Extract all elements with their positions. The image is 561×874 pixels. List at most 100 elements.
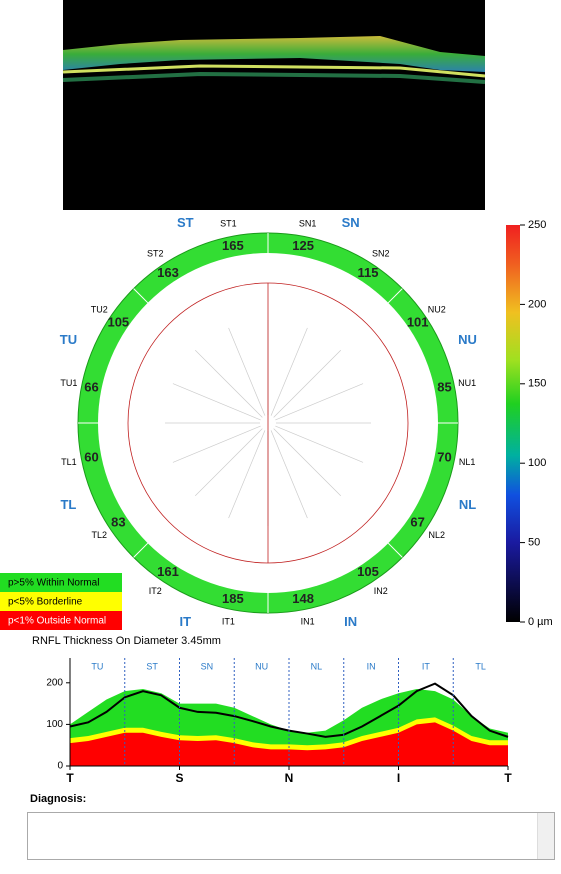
ring-spoke	[307, 518, 332, 577]
sector-label: SN1	[299, 218, 317, 228]
outer-spoke	[387, 542, 403, 558]
sector-value: 60	[84, 450, 98, 465]
ring-gap	[98, 253, 438, 593]
x-tick-label: T	[66, 771, 74, 785]
sector-value: 148	[292, 591, 314, 606]
band-area	[70, 717, 508, 766]
sector-value: 185	[222, 591, 244, 606]
colorbar-label: 0 µm	[528, 616, 553, 628]
sector-label: TU	[91, 661, 103, 671]
quadrant-label: ST	[177, 215, 194, 230]
colorbar	[506, 225, 520, 622]
sector-label: NU2	[428, 305, 446, 315]
center-spoke	[270, 430, 308, 519]
sector-value: 115	[358, 265, 379, 280]
red-circle	[127, 282, 409, 564]
sector-label: IT2	[149, 586, 162, 596]
sector-value: 66	[84, 379, 98, 394]
ring-grid	[149, 304, 387, 542]
quadrant-label: IT	[180, 614, 192, 629]
x-tick-label: S	[175, 771, 183, 785]
ring-spoke	[363, 359, 422, 384]
quadrant-label: IN	[344, 614, 357, 629]
sector-value: 101	[407, 314, 429, 329]
quadrant-label: NU	[458, 332, 477, 347]
y-tick-label: 0	[57, 761, 63, 772]
x-tick-label: N	[285, 771, 294, 785]
sector-value: 163	[157, 265, 179, 280]
band-area	[70, 689, 508, 766]
legend-swatch	[0, 611, 122, 630]
legend-swatch	[0, 592, 122, 611]
center-spoke	[194, 428, 263, 497]
band-area	[70, 722, 508, 766]
center-spoke	[228, 327, 266, 416]
scrollbar[interactable]	[537, 813, 554, 859]
sector-label: IN	[367, 661, 376, 671]
colorbar-label: 250	[528, 219, 546, 231]
sector-value: 70	[437, 450, 451, 465]
ring-spoke	[114, 359, 173, 384]
sector-value: 161	[157, 564, 179, 579]
colorbar-label: 50	[528, 537, 540, 549]
sector-label: ST	[146, 661, 158, 671]
colorbar-label: 150	[528, 378, 546, 390]
sector-value: 105	[107, 314, 129, 329]
sector-value: 67	[410, 514, 424, 529]
y-tick-label: 100	[46, 719, 63, 730]
sector-label: TU1	[60, 378, 77, 388]
sector-value: 105	[357, 564, 379, 579]
quadrant-label: NL	[459, 497, 476, 512]
sector-label: ST2	[147, 249, 164, 259]
quadrant-label: TU	[60, 332, 77, 347]
center-spoke	[275, 425, 364, 463]
ring-spoke	[340, 305, 386, 351]
oct-scan	[62, 0, 486, 210]
sector-label: NU	[255, 661, 268, 671]
x-tick-label: I	[397, 771, 400, 785]
sector-label: NL	[311, 661, 323, 671]
center-spoke	[172, 383, 261, 421]
x-tick-label: T	[504, 771, 512, 785]
sector-label: NL1	[459, 457, 476, 467]
sector-label: IT1	[222, 616, 235, 626]
legend-swatch	[0, 573, 122, 592]
diagnosis-label: Diagnosis:	[30, 793, 86, 805]
quadrant-label: TL	[60, 497, 76, 512]
ring-spoke	[204, 269, 229, 328]
center-spoke	[172, 425, 261, 463]
diagnosis-box[interactable]	[27, 812, 555, 860]
center-spoke	[270, 327, 308, 416]
outer-spoke	[133, 542, 149, 558]
sector-value: 85	[437, 379, 451, 394]
sector-label: ST1	[220, 218, 237, 228]
sector-label: SN	[201, 661, 214, 671]
thickness-line	[69, 682, 509, 738]
sector-label: NU1	[458, 378, 476, 388]
ring-grid	[139, 294, 397, 552]
map	[77, 232, 459, 614]
sector-label: TU2	[91, 305, 108, 315]
ring-window	[102, 257, 434, 589]
ring-spoke	[340, 495, 386, 541]
center-spoke	[275, 383, 364, 421]
sector-value: 125	[292, 238, 314, 253]
outer-spoke	[133, 288, 149, 304]
ring-spoke	[204, 518, 229, 577]
sector-value: 83	[111, 514, 125, 529]
sector-label: NL2	[429, 530, 446, 540]
outer-spoke	[387, 288, 403, 304]
chart-title: RNFL Thickness On Diameter 3.45mm	[32, 635, 221, 647]
center-spoke	[194, 349, 263, 418]
center-spoke	[273, 428, 342, 497]
colorbar-label: 100	[528, 457, 546, 469]
center-spoke	[273, 349, 342, 418]
ring-spoke	[307, 269, 332, 328]
sector-label: TL2	[91, 530, 107, 540]
sector-label: TL	[475, 661, 486, 671]
ring-spoke	[114, 462, 173, 487]
sector-label: IN2	[374, 586, 388, 596]
